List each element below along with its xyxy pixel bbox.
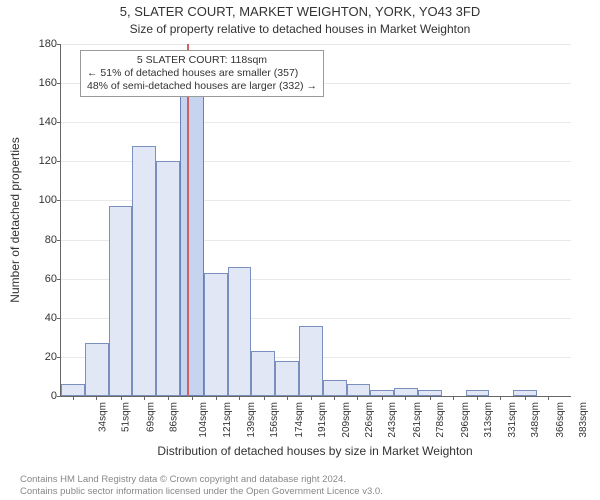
ytick-label: 0: [17, 390, 57, 402]
histogram-bar: [85, 343, 109, 396]
xtick-mark: [334, 396, 335, 400]
xtick-mark: [477, 396, 478, 400]
xtick-mark: [96, 396, 97, 400]
figure-container: 5, SLATER COURT, MARKET WEIGHTON, YORK, …: [0, 0, 600, 500]
histogram-bar: [132, 146, 156, 396]
ytick-label: 180: [17, 38, 57, 50]
histogram-bar: [394, 388, 418, 396]
xtick-label: 34sqm: [98, 402, 109, 432]
xtick-mark: [430, 396, 431, 400]
histogram-bar: [61, 384, 85, 396]
xtick-mark: [525, 396, 526, 400]
chart-title-line1: 5, SLATER COURT, MARKET WEIGHTON, YORK, …: [0, 4, 600, 19]
histogram-bar: [323, 380, 347, 396]
chart-footer: Contains HM Land Registry data © Crown c…: [0, 474, 600, 498]
xtick-mark: [500, 396, 501, 400]
ytick-mark: [57, 44, 61, 45]
gridline: [61, 44, 571, 45]
xtick-mark: [264, 396, 265, 400]
xtick-mark: [287, 396, 288, 400]
xtick-mark: [168, 396, 169, 400]
annotation-line1: 5 SLATER COURT: 118sqm: [87, 54, 317, 67]
xtick-label: 261sqm: [412, 402, 423, 438]
ytick-mark: [57, 200, 61, 201]
footer-line2: Contains public sector information licen…: [20, 486, 600, 498]
xtick-mark: [121, 396, 122, 400]
xtick-label: 191sqm: [317, 402, 328, 438]
histogram-bar: [228, 267, 252, 396]
ytick-label: 160: [17, 77, 57, 89]
ytick-label: 80: [17, 234, 57, 246]
xtick-label: 174sqm: [294, 402, 305, 438]
xtick-label: 69sqm: [145, 402, 156, 432]
xtick-label: 121sqm: [222, 402, 233, 438]
xtick-label: 278sqm: [435, 402, 446, 438]
xtick-mark: [405, 396, 406, 400]
xtick-label: 104sqm: [199, 402, 210, 438]
histogram-bar-highlight: [180, 73, 204, 396]
xtick-label: 313sqm: [483, 402, 494, 438]
xtick-mark: [192, 396, 193, 400]
histogram-bar: [299, 326, 323, 396]
xtick-mark: [216, 396, 217, 400]
ytick-mark: [57, 161, 61, 162]
ytick-label: 120: [17, 155, 57, 167]
ytick-mark: [57, 83, 61, 84]
xtick-label: 51sqm: [121, 402, 132, 432]
xtick-mark: [453, 396, 454, 400]
xtick-mark: [239, 396, 240, 400]
gridline: [61, 122, 571, 123]
annotation-line3: 48% of semi-detached houses are larger (…: [87, 80, 317, 93]
xtick-mark: [357, 396, 358, 400]
ytick-label: 60: [17, 273, 57, 285]
ytick-mark: [57, 240, 61, 241]
annotation-box: 5 SLATER COURT: 118sqm ← 51% of detached…: [80, 50, 324, 97]
ytick-label: 100: [17, 194, 57, 206]
ytick-mark: [57, 396, 61, 397]
xtick-mark: [382, 396, 383, 400]
xtick-label: 209sqm: [341, 402, 352, 438]
ytick-mark: [57, 357, 61, 358]
xtick-label: 86sqm: [168, 402, 179, 432]
xtick-label: 139sqm: [246, 402, 257, 438]
xtick-label: 156sqm: [269, 402, 280, 438]
xtick-mark: [144, 396, 145, 400]
ytick-label: 140: [17, 116, 57, 128]
xtick-label: 348sqm: [530, 402, 541, 438]
xtick-label: 296sqm: [460, 402, 471, 438]
histogram-bar: [156, 161, 180, 396]
xtick-mark: [548, 396, 549, 400]
histogram-bar: [251, 351, 275, 396]
ytick-mark: [57, 318, 61, 319]
xtick-mark: [311, 396, 312, 400]
ytick-mark: [57, 279, 61, 280]
histogram-bar: [204, 273, 228, 396]
x-axis-label: Distribution of detached houses by size …: [60, 444, 570, 458]
ytick-label: 40: [17, 312, 57, 324]
histogram-bar: [275, 361, 299, 396]
histogram-bar: [347, 384, 371, 396]
xtick-label: 243sqm: [388, 402, 399, 438]
xtick-label: 366sqm: [555, 402, 566, 438]
xtick-label: 331sqm: [507, 402, 518, 438]
annotation-line2: ← 51% of detached houses are smaller (35…: [87, 67, 317, 80]
xtick-label: 383sqm: [578, 402, 589, 438]
footer-line1: Contains HM Land Registry data © Crown c…: [20, 474, 600, 486]
ytick-mark: [57, 122, 61, 123]
ytick-label: 20: [17, 351, 57, 363]
chart-title-line2: Size of property relative to detached ho…: [0, 22, 600, 36]
xtick-mark: [73, 396, 74, 400]
xtick-label: 226sqm: [364, 402, 375, 438]
histogram-bar: [109, 206, 133, 396]
